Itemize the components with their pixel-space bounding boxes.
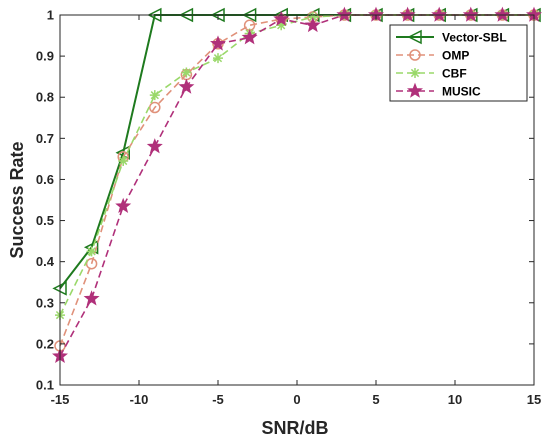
y-tick-label: 0.4 [36,254,55,269]
legend-marker-omp [409,49,421,61]
legend-label-cbf: CBF [442,67,467,81]
data-point-music [336,6,353,22]
data-point-music [115,197,132,213]
data-point-music [83,290,100,306]
y-tick-label: 0.8 [36,90,54,105]
y-tick-label: 0.1 [36,378,54,393]
y-axis-label: Success Rate [7,141,27,258]
y-tick-label: 0.5 [36,213,54,228]
data-point-cbf [86,246,97,257]
legend-item-omp: OMP [396,49,469,63]
data-point-music [494,6,511,22]
x-tick-label: 0 [293,392,300,407]
y-tick-label: 0.6 [36,172,54,187]
x-tick-label: -5 [212,392,224,407]
data-point-music [462,6,479,22]
y-tick-label: 0.3 [36,295,54,310]
legend-label-omp: OMP [442,49,469,63]
x-tick-label: -15 [51,392,70,407]
data-point-music [146,138,163,154]
y-tick-label: 0.9 [36,49,54,64]
legend: Vector-SBL OMP CBF MUSIC [389,24,528,102]
data-point-cbf [149,90,160,101]
legend-marker-vector-sbl [407,29,422,45]
x-axis-label: SNR/dB [262,418,329,438]
data-point-music [241,29,258,45]
x-tick-label: -10 [130,392,149,407]
data-point-music [273,10,290,26]
x-tick-label: 5 [372,392,379,407]
data-point-cbf [213,53,223,64]
data-point-music [178,78,195,94]
legend-item-music: MUSIC [396,82,481,99]
data-point-music [399,6,416,22]
x-tick-label: 15 [527,392,541,407]
data-point-cbf [276,20,287,31]
data-point-omp [85,257,98,270]
data-point-omp [149,101,161,114]
data-point-music [431,6,448,22]
legend-label-music: MUSIC [442,85,481,99]
data-point-cbf [181,67,192,78]
data-point-music [210,35,226,51]
legend-item-cbf: CBF [396,67,467,81]
y-tick-label: 1 [47,8,54,23]
y-tick-label: 0.7 [36,131,54,146]
legend-marker-music [407,82,423,98]
legend-marker-cbf [410,68,420,78]
data-point-cbf [118,155,129,166]
x-tick-label: 10 [448,392,462,407]
legend-label-vector-sbl: Vector-SBL [442,31,507,45]
y-tick-label: 0.2 [36,336,54,351]
data-point-music [304,16,321,33]
legend-item-vector-sbl: Vector-SBL [396,29,507,45]
